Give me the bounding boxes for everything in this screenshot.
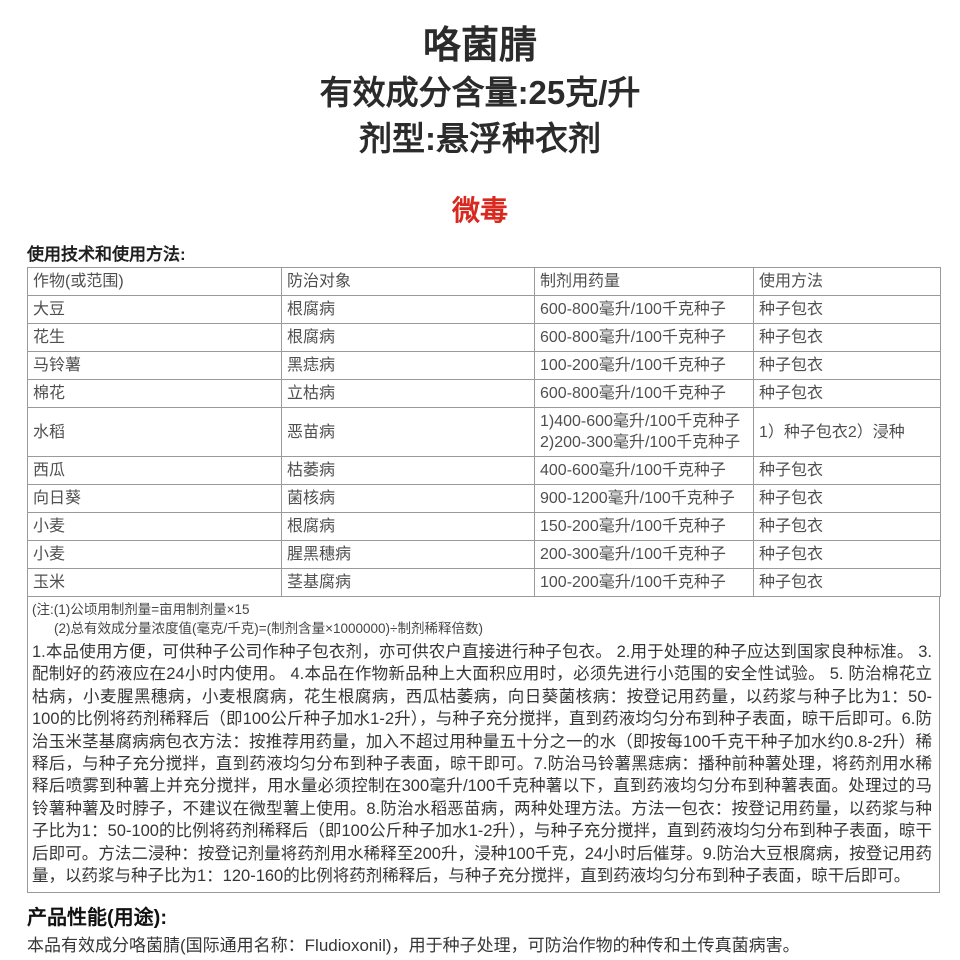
usage-instructions-text: 1.本品使用方便，可供种子公司作种子包衣剂，亦可供农户直接进行种子包衣。 2.用…	[32, 643, 932, 886]
table-cell: 种子包衣	[753, 568, 941, 597]
table-cell: 马铃薯	[27, 351, 282, 380]
table-cell: 100-200毫升/100千克种子	[534, 568, 754, 597]
table-cell: 菌核病	[281, 484, 535, 513]
note-line: (注:(1)公顷用制剂量=亩用制剂量×15	[32, 602, 250, 617]
notes-and-instructions-box: (注:(1)公顷用制剂量=亩用制剂量×15 (2)总有效成分量浓度值(毫克/千克…	[27, 597, 940, 894]
table-cell: 种子包衣	[753, 295, 941, 324]
table-cell: 600-800毫升/100千克种子	[534, 379, 754, 408]
table-header-cell: 制剂用药量	[534, 267, 754, 296]
table-row: 小麦 腥黑穗病 200-300毫升/100千克种子 种子包衣	[27, 540, 941, 569]
usage-section: 使用技术和使用方法: 作物(或范围) 防治对象 制剂用药量 使用方法 大豆 根腐病 600…	[27, 240, 941, 894]
table-cell: 种子包衣	[753, 484, 941, 513]
table-cell: 腥黑穗病	[281, 540, 535, 569]
table-row: 大豆 根腐病 600-800毫升/100千克种子 种子包衣	[27, 295, 941, 324]
table-header-cell: 防治对象	[281, 267, 535, 296]
table-row: 棉花 立枯病 600-800毫升/100千克种子 种子包衣	[27, 379, 941, 408]
table-cell: 大豆	[27, 295, 282, 324]
table-row: 玉米 茎基腐病 100-200毫升/100千克种子 种子包衣	[27, 568, 941, 597]
table-cell: 种子包衣	[753, 351, 941, 380]
label-header: 咯菌腈 有效成分含量:25克/升 剂型:悬浮种衣剂	[0, 0, 960, 162]
toxicity-badge: 微毒	[451, 195, 508, 226]
table-cell: 900-1200毫升/100千克种子	[534, 484, 754, 513]
table-cell: 600-800毫升/100千克种子	[534, 295, 754, 324]
table-header-cell: 作物(或范围)	[27, 267, 282, 296]
performance-heading: 产品性能(用途):	[27, 907, 167, 930]
table-cell: 种子包衣	[753, 512, 941, 541]
table-row: 花生 根腐病 600-800毫升/100千克种子 种子包衣	[27, 323, 941, 352]
usage-section-heading: 使用技术和使用方法:	[27, 245, 186, 264]
performance-section: 产品性能(用途): 本品有效成分咯菌腈(国际通用名称：Fludioxonil)，…	[27, 893, 938, 958]
table-cell: 100-200毫升/100千克种子	[534, 351, 754, 380]
active-ingredient-line: 有效成分含量:25克/升	[319, 74, 641, 111]
table-cell: 恶苗病	[281, 407, 535, 457]
table-cell: 小麦	[27, 512, 282, 541]
table-cell: 根腐病	[281, 295, 535, 324]
table-cell: 黑痣病	[281, 351, 535, 380]
table-cell: 种子包衣	[753, 540, 941, 569]
table-cell: 棉花	[27, 379, 282, 408]
usage-table: 作物(或范围) 防治对象 制剂用药量 使用方法 大豆 根腐病 600-800毫升/100千…	[27, 267, 941, 597]
table-row: 西瓜 枯萎病 400-600毫升/100千克种子 种子包衣	[27, 456, 941, 485]
table-cell: 向日葵	[27, 484, 282, 513]
table-cell: 种子包衣	[753, 379, 941, 408]
table-cell: 400-600毫升/100千克种子	[534, 456, 754, 485]
table-cell: 玉米	[27, 568, 282, 597]
table-row: 马铃薯 黑痣病 100-200毫升/100千克种子 种子包衣	[27, 351, 941, 380]
table-cell: 150-200毫升/100千克种子	[534, 512, 754, 541]
table-cell: 茎基腐病	[281, 568, 535, 597]
table-cell: 小麦	[27, 540, 282, 569]
table-cell: 根腐病	[281, 323, 535, 352]
table-cell: 600-800毫升/100千克种子	[534, 323, 754, 352]
table-cell: 1)400-600毫升/100千克种子 2)200-300毫升/100千克种子	[534, 407, 754, 457]
formulation-line: 剂型:悬浮种衣剂	[359, 120, 601, 157]
table-cell: 立枯病	[281, 379, 535, 408]
table-row: 小麦 根腐病 150-200毫升/100千克种子 种子包衣	[27, 512, 941, 541]
table-cell: 种子包衣	[753, 456, 941, 485]
table-header-cell: 使用方法	[753, 267, 941, 296]
table-row: 水稻 恶苗病 1)400-600毫升/100千克种子 2)200-300毫升/100…	[27, 407, 941, 457]
usage-table-body: 大豆 根腐病 600-800毫升/100千克种子 种子包衣 花生 根腐病 600-800毫升…	[27, 295, 941, 597]
product-name: 咯菌腈	[422, 25, 537, 67]
table-cell: 种子包衣	[753, 323, 941, 352]
table-cell: 花生	[27, 323, 282, 352]
table-cell: 水稻	[27, 407, 282, 457]
note-line: (2)总有效成分量浓度值(毫克/千克)=(制剂含量×1000000)÷制剂稀释倍…	[54, 621, 483, 636]
table-header-row: 作物(或范围) 防治对象 制剂用药量 使用方法	[27, 267, 941, 296]
table-row: 向日葵 菌核病 900-1200毫升/100千克种子 种子包衣	[27, 484, 941, 513]
table-cell: 根腐病	[281, 512, 535, 541]
table-cell: 1）种子包衣2）浸种	[753, 407, 941, 457]
table-cell: 200-300毫升/100千克种子	[534, 540, 754, 569]
performance-body-text: 本品有效成分咯菌腈(国际通用名称：Fludioxonil)，用于种子处理，可防治…	[27, 936, 800, 956]
table-cell: 枯萎病	[281, 456, 535, 485]
table-cell: 西瓜	[27, 456, 282, 485]
